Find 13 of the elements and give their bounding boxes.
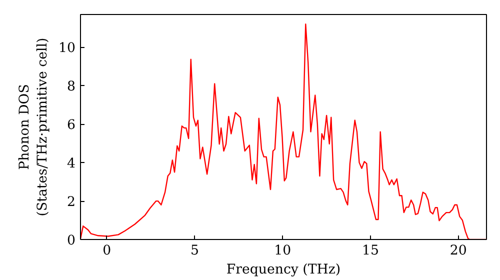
x-axis-title: Frequency (THz) xyxy=(226,262,341,278)
y-tick-label: 6 xyxy=(67,118,76,134)
x-tick-label: 20 xyxy=(450,244,467,258)
y-tick-label: 10 xyxy=(58,41,76,56)
y-tick-label: 2 xyxy=(67,195,76,210)
y-axis-title: Phonon DOS (States/THz·primitive cell) xyxy=(18,38,51,216)
y-tick-label: 8 xyxy=(67,80,76,95)
x-tick-label: 15 xyxy=(362,244,379,258)
x-tick-label: 5 xyxy=(190,244,199,258)
x-tick-label: 10 xyxy=(274,244,292,258)
x-tick-label: 0 xyxy=(102,244,112,258)
y-tick-label: 4 xyxy=(67,156,76,172)
y-tick-label: 0 xyxy=(67,234,76,248)
